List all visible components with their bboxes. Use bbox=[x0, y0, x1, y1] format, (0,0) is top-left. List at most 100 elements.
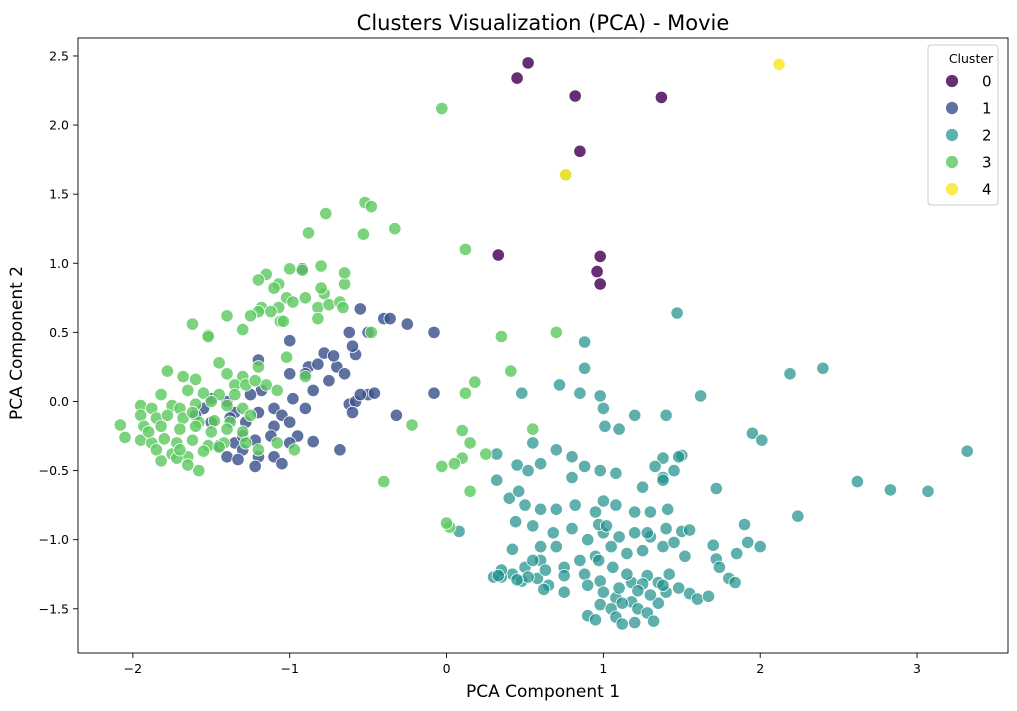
data-point bbox=[643, 505, 658, 519]
data-point bbox=[546, 526, 560, 540]
data-point bbox=[526, 519, 540, 533]
y-tick-label: −0.5 bbox=[39, 463, 69, 478]
data-point bbox=[337, 367, 352, 381]
data-point bbox=[243, 309, 258, 323]
data-point bbox=[609, 498, 623, 512]
data-point bbox=[154, 454, 168, 468]
data-point bbox=[228, 387, 242, 402]
data-point bbox=[458, 242, 472, 256]
data-point bbox=[615, 617, 629, 631]
data-point bbox=[295, 263, 309, 277]
data-point bbox=[712, 560, 727, 574]
data-point bbox=[581, 578, 595, 592]
data-point bbox=[656, 539, 670, 554]
data-point bbox=[196, 386, 211, 400]
data-point bbox=[311, 311, 325, 326]
data-point bbox=[345, 405, 360, 420]
data-point bbox=[502, 491, 516, 505]
data-point bbox=[628, 408, 642, 422]
data-point bbox=[662, 567, 676, 581]
data-point bbox=[113, 418, 127, 432]
data-point bbox=[356, 227, 370, 241]
legend-label: 1 bbox=[982, 100, 992, 118]
legend-label: 2 bbox=[982, 127, 992, 145]
data-point bbox=[383, 311, 397, 326]
data-point bbox=[593, 249, 607, 263]
data-point bbox=[592, 553, 606, 568]
data-point bbox=[593, 389, 607, 403]
data-point bbox=[741, 535, 755, 550]
data-point bbox=[345, 339, 360, 353]
x-tick-label: 3 bbox=[913, 661, 921, 676]
data-point bbox=[505, 542, 520, 556]
data-point bbox=[593, 277, 607, 291]
data-point bbox=[134, 408, 148, 422]
data-point bbox=[267, 281, 281, 295]
data-point bbox=[468, 375, 482, 389]
data-point bbox=[672, 450, 686, 464]
data-point bbox=[512, 484, 526, 498]
data-point bbox=[364, 200, 378, 214]
data-point bbox=[508, 515, 523, 529]
data-point bbox=[588, 505, 603, 519]
data-point bbox=[620, 567, 634, 581]
data-point bbox=[283, 367, 297, 381]
legend-marker bbox=[945, 182, 959, 196]
data-point bbox=[154, 387, 168, 402]
data-point bbox=[173, 443, 187, 457]
data-point bbox=[667, 463, 681, 478]
data-point bbox=[185, 433, 200, 447]
data-point bbox=[816, 361, 830, 375]
data-point bbox=[192, 463, 206, 478]
data-point bbox=[533, 539, 548, 554]
data-point bbox=[521, 570, 535, 584]
data-point bbox=[287, 443, 301, 457]
data-point bbox=[515, 386, 529, 400]
data-point bbox=[236, 425, 250, 439]
data-point bbox=[537, 582, 551, 597]
data-point bbox=[400, 317, 414, 331]
data-point bbox=[646, 614, 661, 628]
data-point bbox=[568, 498, 582, 512]
data-point bbox=[521, 56, 535, 70]
data-point bbox=[598, 419, 612, 433]
data-point bbox=[783, 367, 797, 381]
data-point bbox=[612, 422, 626, 436]
data-point bbox=[670, 306, 684, 320]
data-point bbox=[737, 517, 752, 532]
data-point bbox=[518, 498, 532, 512]
data-point bbox=[631, 584, 645, 598]
data-point bbox=[921, 484, 935, 498]
y-tick-label: −1.5 bbox=[39, 601, 69, 616]
data-point bbox=[243, 408, 258, 422]
data-point bbox=[204, 394, 218, 409]
data-point bbox=[118, 430, 132, 444]
data-point bbox=[463, 436, 477, 450]
data-point bbox=[248, 459, 262, 473]
data-point bbox=[565, 470, 579, 485]
data-point bbox=[573, 386, 587, 400]
y-axis: −1.5 −1.0 −0.5 0.0 0.5 1.0 1.5 2.0 2.5 bbox=[39, 48, 78, 616]
data-point bbox=[568, 89, 582, 103]
legend-marker bbox=[945, 155, 959, 169]
data-point bbox=[212, 440, 226, 454]
data-point bbox=[883, 483, 898, 497]
data-point bbox=[204, 425, 218, 439]
data-point bbox=[251, 360, 265, 374]
data-point bbox=[322, 298, 336, 312]
data-point bbox=[311, 357, 325, 371]
x-tick-label: 1 bbox=[599, 661, 607, 676]
data-point bbox=[960, 444, 974, 458]
data-point bbox=[333, 443, 347, 457]
x-axis: −2 −1 0 1 2 3 bbox=[124, 653, 921, 676]
data-point bbox=[220, 398, 234, 413]
legend-marker bbox=[945, 101, 959, 115]
data-point bbox=[628, 505, 642, 519]
legend-marker bbox=[945, 74, 959, 88]
x-tick-label: 2 bbox=[756, 661, 764, 676]
data-point bbox=[651, 596, 665, 610]
x-tick-label: 0 bbox=[443, 661, 451, 676]
data-point bbox=[154, 419, 168, 433]
data-point bbox=[549, 502, 563, 516]
data-point bbox=[283, 334, 297, 348]
